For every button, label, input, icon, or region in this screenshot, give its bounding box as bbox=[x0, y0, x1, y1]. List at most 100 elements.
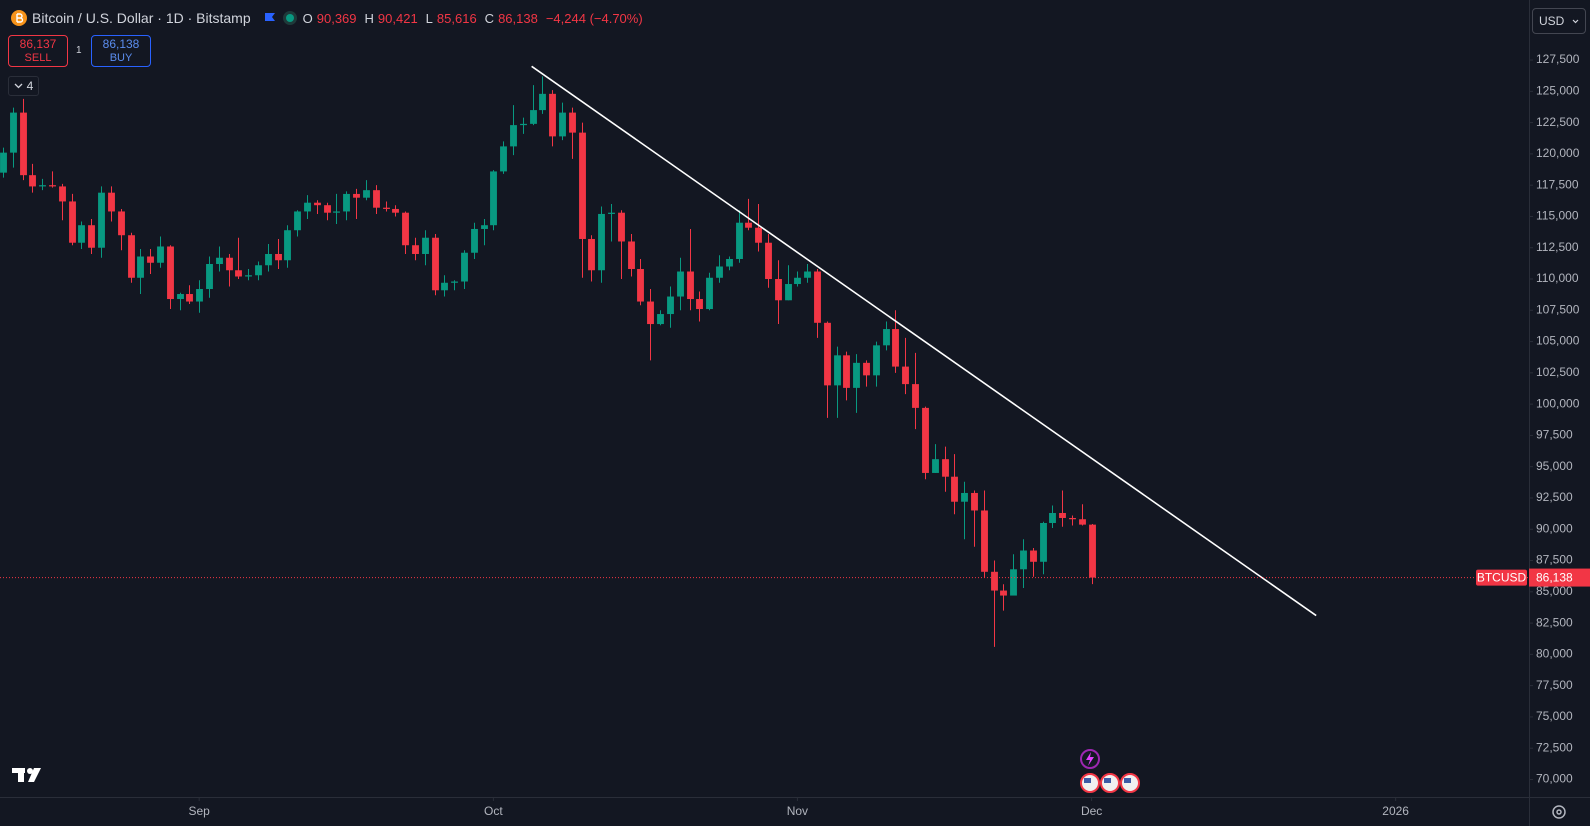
trendline bbox=[531, 65, 1317, 617]
symbol-tag-label: BTCUSD bbox=[1477, 571, 1527, 585]
candle-body bbox=[137, 256, 144, 278]
candle-body bbox=[177, 294, 184, 300]
y-tick-label: 87,500 bbox=[1536, 553, 1573, 567]
candle-body bbox=[902, 366, 909, 385]
x-tick-label: 2026 bbox=[1382, 804, 1409, 818]
y-tick-label: 102,500 bbox=[1536, 365, 1580, 379]
candle-body bbox=[490, 171, 497, 226]
candle-body bbox=[1079, 519, 1086, 525]
y-tick-label: 70,000 bbox=[1536, 772, 1573, 786]
price-tag-label: 86,138 bbox=[1536, 571, 1573, 585]
candle-body bbox=[804, 271, 811, 278]
candle-body bbox=[157, 246, 164, 263]
candle-body bbox=[402, 212, 409, 246]
candle-body bbox=[294, 211, 301, 231]
candle-body bbox=[991, 571, 998, 591]
y-tick-label: 97,500 bbox=[1536, 428, 1573, 442]
candle-body bbox=[775, 279, 782, 301]
y-tick-label: 115,000 bbox=[1536, 209, 1579, 223]
y-tick-label: 92,500 bbox=[1536, 490, 1573, 504]
settings-icon[interactable] bbox=[1552, 805, 1566, 819]
candle-body bbox=[745, 222, 752, 228]
candle-body bbox=[1089, 524, 1096, 578]
y-tick-label: 125,000 bbox=[1536, 84, 1580, 98]
candle-body bbox=[333, 211, 340, 213]
change: −4,244 (−4.70%) bbox=[545, 10, 643, 26]
sell-button[interactable]: 86,137 SELL bbox=[8, 35, 68, 67]
y-tick-label: 75,000 bbox=[1536, 709, 1573, 723]
symbol-title[interactable]: Bitcoin / U.S. Dollar · 1D · Bitstamp bbox=[32, 10, 251, 26]
candle-body bbox=[942, 459, 949, 477]
candle-body bbox=[922, 407, 929, 473]
candle-body bbox=[284, 230, 291, 261]
candle-body bbox=[78, 225, 85, 243]
y-tick-label: 77,500 bbox=[1536, 678, 1573, 692]
candle-body bbox=[343, 193, 350, 212]
candle-body bbox=[588, 238, 595, 271]
buy-label: BUY bbox=[109, 52, 133, 64]
candle-body bbox=[657, 314, 664, 325]
candle-body bbox=[461, 252, 468, 282]
candle-body bbox=[353, 193, 360, 198]
candle-body bbox=[1000, 590, 1007, 596]
y-tick-label: 95,000 bbox=[1536, 459, 1573, 473]
candle-body bbox=[167, 246, 174, 300]
candle-body bbox=[235, 270, 242, 277]
candle-body bbox=[736, 222, 743, 259]
x-tick-label: Nov bbox=[787, 804, 808, 818]
candle-body bbox=[147, 256, 154, 263]
candle-body bbox=[324, 205, 331, 213]
candle-body bbox=[216, 257, 223, 264]
candle-body bbox=[785, 284, 792, 301]
y-tick-label: 80,000 bbox=[1536, 647, 1573, 661]
sell-label: SELL bbox=[24, 52, 52, 64]
candle-body bbox=[245, 275, 252, 277]
ohlc-value: 86,138 bbox=[498, 10, 538, 26]
candle-body bbox=[451, 281, 458, 283]
sell-price: 86,137 bbox=[19, 37, 57, 51]
indicators-count: 4 bbox=[26, 79, 34, 93]
buy-button[interactable]: 86,138 BUY bbox=[91, 35, 151, 67]
candle-body bbox=[275, 253, 282, 261]
candle-body bbox=[794, 277, 801, 285]
y-tick-label: 110,000 bbox=[1536, 271, 1579, 285]
candle-body bbox=[834, 355, 841, 386]
symbol-tag bbox=[1476, 569, 1527, 586]
candle-body bbox=[441, 282, 448, 291]
candle-body bbox=[598, 213, 605, 271]
candle-body bbox=[637, 269, 644, 302]
ohlc-label: C bbox=[484, 10, 495, 26]
candle-body bbox=[579, 132, 586, 239]
candle-body bbox=[1030, 550, 1037, 562]
candle-body bbox=[10, 112, 17, 153]
y-tick-label: 82,500 bbox=[1536, 615, 1573, 629]
currency-select[interactable]: USD bbox=[1532, 8, 1586, 34]
candle-body bbox=[0, 152, 7, 173]
candle-body bbox=[628, 241, 635, 270]
candle-body bbox=[873, 345, 880, 376]
candle-body bbox=[667, 296, 674, 315]
y-tick-label: 120,000 bbox=[1536, 146, 1580, 160]
candle-body bbox=[481, 225, 488, 229]
candle-body bbox=[677, 271, 684, 297]
candle-body bbox=[186, 294, 193, 302]
candle-body bbox=[412, 245, 419, 254]
ohlc-label: O bbox=[302, 10, 313, 26]
candle-body bbox=[206, 263, 213, 290]
candle-body bbox=[500, 146, 507, 172]
y-tick-label: 72,500 bbox=[1536, 740, 1573, 754]
candle-body bbox=[530, 110, 537, 124]
candle-body bbox=[755, 227, 762, 243]
candle-body bbox=[569, 112, 576, 133]
candle-body bbox=[520, 123, 527, 126]
candle-body bbox=[98, 192, 105, 248]
y-tick-label: 112,500 bbox=[1536, 240, 1579, 254]
indicators-toggle[interactable]: 4 bbox=[8, 76, 39, 96]
candle-body bbox=[647, 301, 654, 325]
candle-body bbox=[88, 225, 95, 248]
candle-body bbox=[1020, 550, 1027, 570]
price-tag bbox=[1529, 568, 1590, 587]
candle-body bbox=[29, 175, 36, 187]
